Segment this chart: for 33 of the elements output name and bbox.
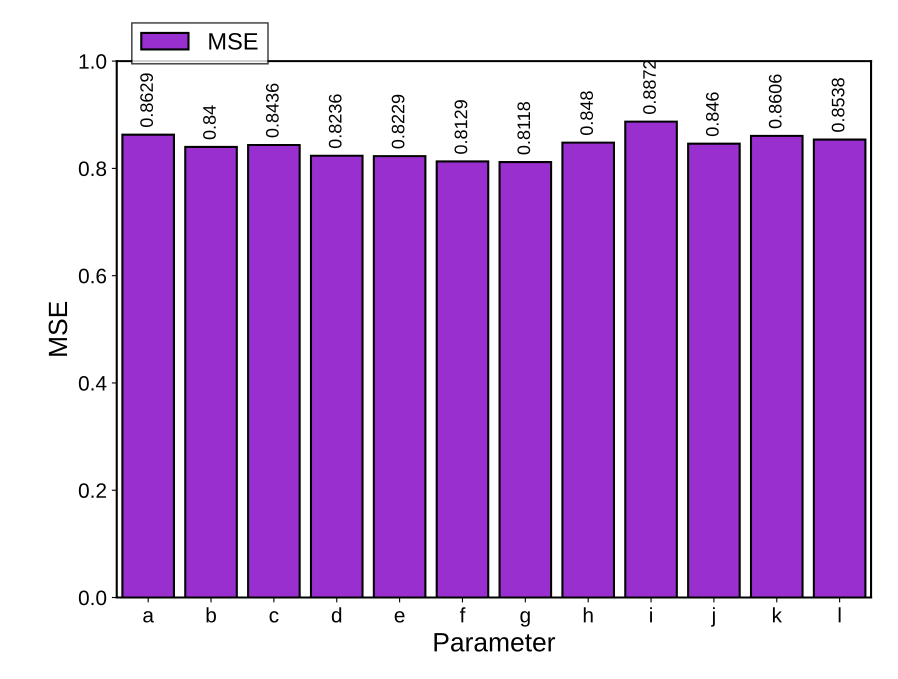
y-tick-label: 0.6: [78, 268, 106, 284]
data-label: 0.8436: [266, 84, 279, 138]
x-tick-label: k: [772, 607, 782, 622]
data-label: 0.8236: [328, 94, 342, 148]
y-axis-title: MSE: [48, 302, 68, 356]
data-label: 0.84: [203, 105, 216, 140]
x-tick-label: c: [270, 611, 279, 623]
data-label: 0.8606: [768, 74, 782, 128]
legend-label: MSE: [209, 32, 258, 50]
x-tick-label: e: [394, 611, 404, 623]
data-label: 0.8129: [454, 100, 468, 154]
x-tick-label: i: [650, 607, 652, 622]
x-tick-label: b: [206, 607, 216, 623]
data-label: 0.8118: [517, 102, 530, 154]
x-tick-label: f: [460, 607, 466, 622]
x-tick-label: h: [584, 607, 593, 622]
data-label: 0.8629: [140, 73, 154, 127]
x-tick-label: l: [838, 607, 841, 622]
y-tick-label: 0.0: [78, 590, 106, 606]
x-tick-label: d: [332, 607, 342, 623]
data-label: 0.8872: [643, 60, 656, 114]
y-tick-label: 0.4: [78, 376, 106, 391]
data-label: 0.846: [706, 92, 719, 136]
y-tick-label: 1.0: [80, 54, 106, 69]
y-tick-label: 0.8: [78, 161, 106, 176]
x-tick-label: j: [711, 607, 715, 627]
x-axis-title: Parameter: [434, 633, 556, 652]
x-tick-label: g: [520, 611, 530, 627]
y-tick-label: 0.2: [78, 483, 106, 498]
data-label: 0.8229: [392, 94, 404, 148]
x-tick-label: a: [143, 611, 154, 623]
data-label: 0.848: [580, 91, 594, 135]
data-label: 0.8538: [832, 78, 844, 132]
